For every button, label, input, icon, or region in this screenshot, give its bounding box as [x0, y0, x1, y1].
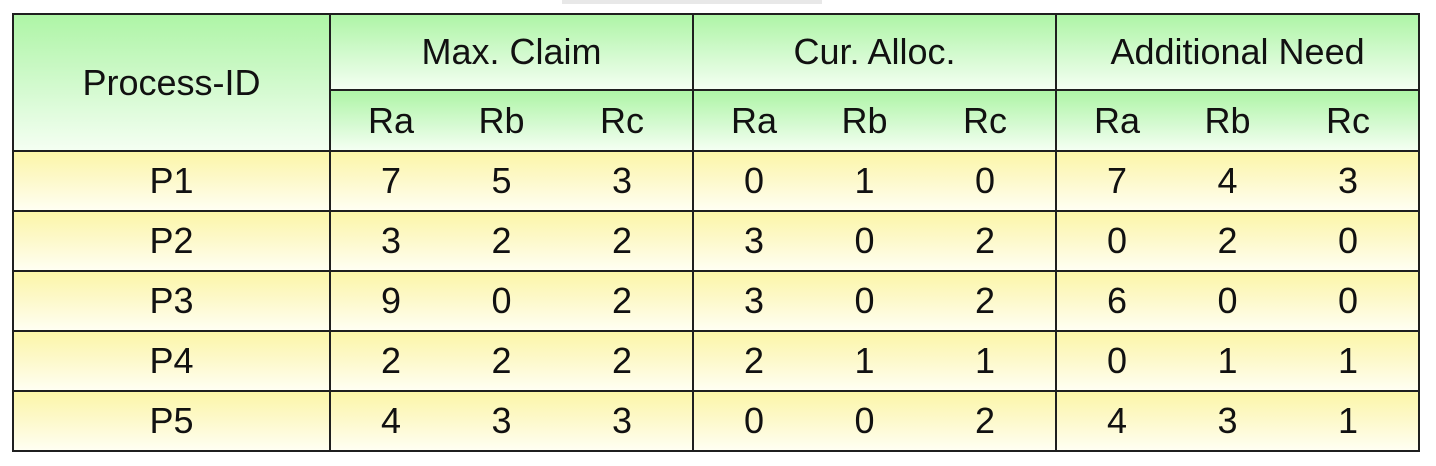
table-row: P3 9 0 2 3 0 2 6 0 0 [12, 270, 1421, 332]
value-cell-max-claim-rb: 2 [451, 330, 552, 392]
resource-allocation-table: Process-ID Max. Claim Cur. Alloc. Additi… [12, 13, 1421, 452]
value-cell-additional-need-rc: 0 [1278, 210, 1421, 272]
subheader-cur-alloc-ra: Ra [692, 89, 815, 152]
process-id-cell: P2 [12, 210, 331, 272]
value-cell-max-claim-rc: 2 [552, 270, 695, 332]
value-cell-cur-alloc-rc: 2 [915, 390, 1058, 452]
value-cell-cur-alloc-ra: 2 [692, 330, 815, 392]
value-cell-cur-alloc-rb: 0 [814, 210, 916, 272]
group-header-cur-alloc: Cur. Alloc. [692, 13, 1058, 91]
value-cell-max-claim-ra: 9 [329, 270, 451, 332]
value-cell-additional-need-rb: 4 [1177, 150, 1279, 212]
value-cell-additional-need-rc: 1 [1278, 330, 1421, 392]
value-cell-additional-need-rc: 1 [1278, 390, 1421, 452]
value-cell-cur-alloc-rc: 2 [915, 270, 1058, 332]
value-cell-additional-need-ra: 0 [1055, 210, 1178, 272]
value-cell-additional-need-ra: 4 [1055, 390, 1178, 452]
subheader-additional-need-ra: Ra [1055, 89, 1178, 152]
value-cell-cur-alloc-rb: 1 [814, 150, 916, 212]
group-header-additional-need: Additional Need [1055, 13, 1421, 91]
value-cell-max-claim-ra: 3 [329, 210, 451, 272]
value-cell-cur-alloc-rb: 0 [814, 270, 916, 332]
value-cell-max-claim-ra: 4 [329, 390, 451, 452]
subheader-max-claim-rc: Rc [552, 89, 695, 152]
value-cell-additional-need-rb: 3 [1177, 390, 1279, 452]
value-cell-max-claim-rb: 5 [451, 150, 552, 212]
value-cell-max-claim-ra: 2 [329, 330, 451, 392]
value-cell-max-claim-ra: 7 [329, 150, 451, 212]
value-cell-cur-alloc-rc: 1 [915, 330, 1058, 392]
value-cell-max-claim-rc: 3 [552, 390, 695, 452]
table-row: P5 4 3 3 0 0 2 4 3 1 [12, 390, 1421, 452]
value-cell-cur-alloc-rb: 1 [814, 330, 916, 392]
value-cell-max-claim-rc: 3 [552, 150, 695, 212]
value-cell-cur-alloc-rc: 2 [915, 210, 1058, 272]
value-cell-cur-alloc-rb: 0 [814, 390, 916, 452]
value-cell-cur-alloc-rc: 0 [915, 150, 1058, 212]
value-cell-additional-need-ra: 0 [1055, 330, 1178, 392]
value-cell-max-claim-rc: 2 [552, 210, 695, 272]
subheader-additional-need-rc: Rc [1278, 89, 1421, 152]
table-row: P1 7 5 3 0 1 0 7 4 3 [12, 150, 1421, 212]
value-cell-additional-need-rb: 1 [1177, 330, 1279, 392]
table-row: P4 2 2 2 2 1 1 0 1 1 [12, 330, 1421, 392]
value-cell-max-claim-rb: 0 [451, 270, 552, 332]
process-id-cell: P3 [12, 270, 331, 332]
value-cell-max-claim-rb: 3 [451, 390, 552, 452]
value-cell-additional-need-rb: 0 [1177, 270, 1279, 332]
value-cell-max-claim-rc: 2 [552, 330, 695, 392]
value-cell-additional-need-ra: 6 [1055, 270, 1178, 332]
value-cell-additional-need-rc: 3 [1278, 150, 1421, 212]
value-cell-additional-need-rc: 0 [1278, 270, 1421, 332]
value-cell-cur-alloc-ra: 0 [692, 390, 815, 452]
value-cell-cur-alloc-ra: 3 [692, 210, 815, 272]
top-tab-decoration [562, 0, 822, 4]
process-id-cell: P1 [12, 150, 331, 212]
value-cell-additional-need-rb: 2 [1177, 210, 1279, 272]
value-cell-cur-alloc-ra: 3 [692, 270, 815, 332]
process-id-cell: P4 [12, 330, 331, 392]
process-id-header: Process-ID [12, 13, 331, 152]
process-id-cell: P5 [12, 390, 331, 452]
table-body: P1 7 5 3 0 1 0 7 4 3 P2 3 2 2 3 0 2 0 2 0 P3 9 0 2 3 0 2 6 0 0 P4 2 2 2 2 1… [12, 150, 1421, 452]
subheader-cur-alloc-rc: Rc [915, 89, 1058, 152]
subheader-additional-need-rb: Rb [1177, 89, 1279, 152]
table-row: P2 3 2 2 3 0 2 0 2 0 [12, 210, 1421, 272]
subheader-row: Ra Rb Rc Ra Rb Rc Ra Rb Rc [13, 89, 1421, 152]
value-cell-additional-need-ra: 7 [1055, 150, 1178, 212]
subheader-cur-alloc-rb: Rb [814, 89, 916, 152]
value-cell-max-claim-rb: 2 [451, 210, 552, 272]
subheader-max-claim-rb: Rb [451, 89, 552, 152]
subheader-max-claim-ra: Ra [329, 89, 451, 152]
value-cell-cur-alloc-ra: 0 [692, 150, 815, 212]
group-header-max-claim: Max. Claim [328, 13, 695, 91]
